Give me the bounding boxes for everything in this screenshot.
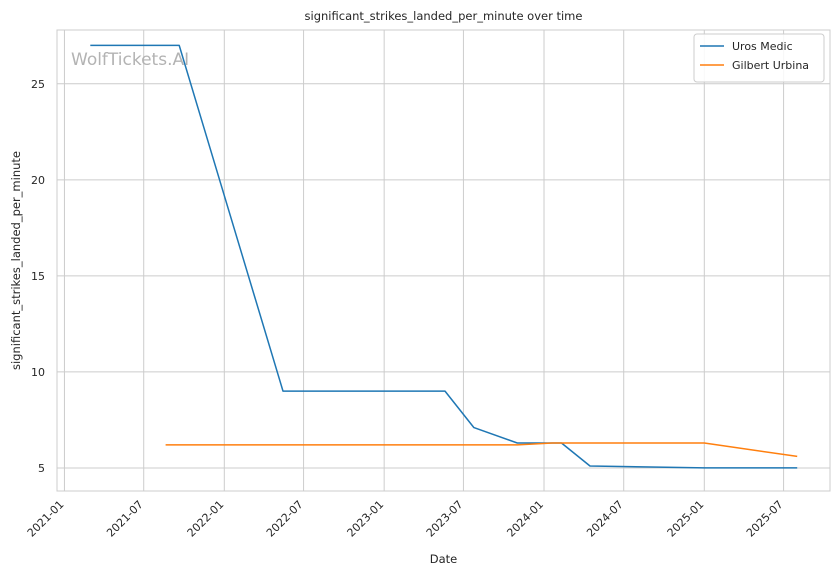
series-lines <box>90 44 798 469</box>
watermark-text: WolfTickets.AI <box>71 50 189 70</box>
series-line-0 <box>90 44 798 469</box>
x-tick-label: 2022-01 <box>185 498 227 540</box>
x-tick-label: 2025-07 <box>744 498 786 540</box>
y-tick-label: 5 <box>38 462 45 475</box>
series-line-1 <box>165 442 798 458</box>
x-tick-label: 2024-01 <box>504 498 546 540</box>
legend: Uros Medic Gilbert Urbina <box>693 33 825 83</box>
tick-labels: 2021-01 2021-07 2022-01 2022-07 2023-01 2023-… <box>25 78 786 540</box>
y-tick-label: 25 <box>31 78 45 91</box>
x-tick-label: 2022-07 <box>264 498 306 540</box>
x-axis-label: Date <box>430 552 458 566</box>
x-tick-label: 2025-01 <box>665 498 707 540</box>
x-tick-label: 2023-01 <box>345 498 387 540</box>
legend-label: Gilbert Urbina <box>732 59 809 72</box>
x-tick-label: 2024-07 <box>584 498 626 540</box>
x-tick-label: 2021-01 <box>25 498 67 540</box>
y-tick-label: 20 <box>31 174 45 187</box>
y-tick-label: 15 <box>31 270 45 283</box>
legend-label: Uros Medic <box>732 40 793 53</box>
x-tick-label: 2021-07 <box>104 498 146 540</box>
grid <box>57 30 830 491</box>
y-tick-label: 10 <box>31 366 45 379</box>
x-tick-label: 2023-07 <box>424 498 466 540</box>
legend-box <box>693 33 825 83</box>
plot-area-frame <box>56 29 831 492</box>
chart-title: significant_strikes_landed_per_minute ov… <box>305 9 583 23</box>
y-axis-label: significant_strikes_landed_per_minute <box>9 151 23 370</box>
